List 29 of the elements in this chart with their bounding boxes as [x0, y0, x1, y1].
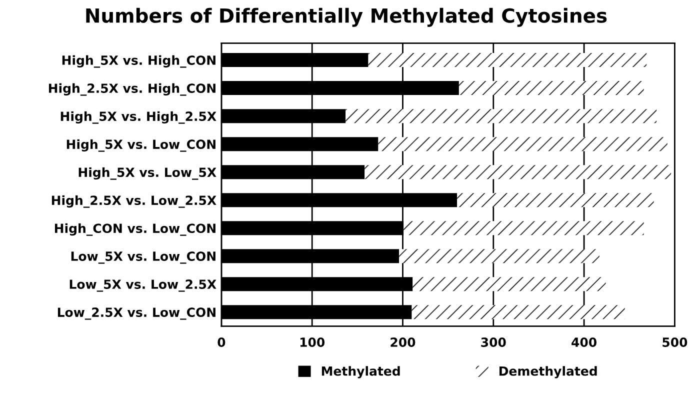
bar	[412, 305, 625, 320]
y-tick-label: High_5X vs. High_2.5X	[60, 111, 216, 124]
x-tick-label: 400	[572, 338, 596, 347]
bar	[346, 109, 657, 124]
x-tick-label: 300	[481, 338, 506, 347]
bar	[364, 165, 672, 180]
y-tick-label: High_5X vs. Low_CON	[66, 139, 216, 152]
y-tick-label: High_2.5X vs. Low_2.5X	[52, 195, 216, 208]
y-tick-label: Low_2.5X vs. Low_CON	[58, 308, 216, 320]
bar	[399, 249, 600, 264]
y-tick-label: High_2.5X vs. High_CON	[48, 83, 216, 96]
bar	[457, 193, 654, 208]
bar	[404, 221, 644, 236]
x-tick-label: 0	[218, 338, 226, 347]
y-tick-label: High_5X vs. Low_5X	[78, 167, 216, 180]
y-tick-label: High_5X vs. High_CON	[62, 55, 216, 68]
y-tick-label: High_CON vs. Low_CON	[54, 223, 216, 236]
bar	[378, 137, 668, 152]
legend-label: Methylated	[322, 366, 400, 378]
bar	[412, 277, 606, 292]
x-tick-label: 100	[300, 338, 325, 347]
legend-label: Demethylated	[500, 366, 597, 378]
x-tick-label: 500	[662, 338, 688, 347]
x-tick-label: 200	[390, 338, 416, 347]
y-tick-label: Low_5X vs. Low_CON	[71, 252, 216, 264]
bar	[368, 53, 647, 68]
bar	[458, 81, 644, 96]
chart-title: Numbers of Differentially Methylated Cytosines	[86, 8, 607, 27]
y-tick-label: Low_5X vs. Low_2.5X	[70, 280, 216, 292]
